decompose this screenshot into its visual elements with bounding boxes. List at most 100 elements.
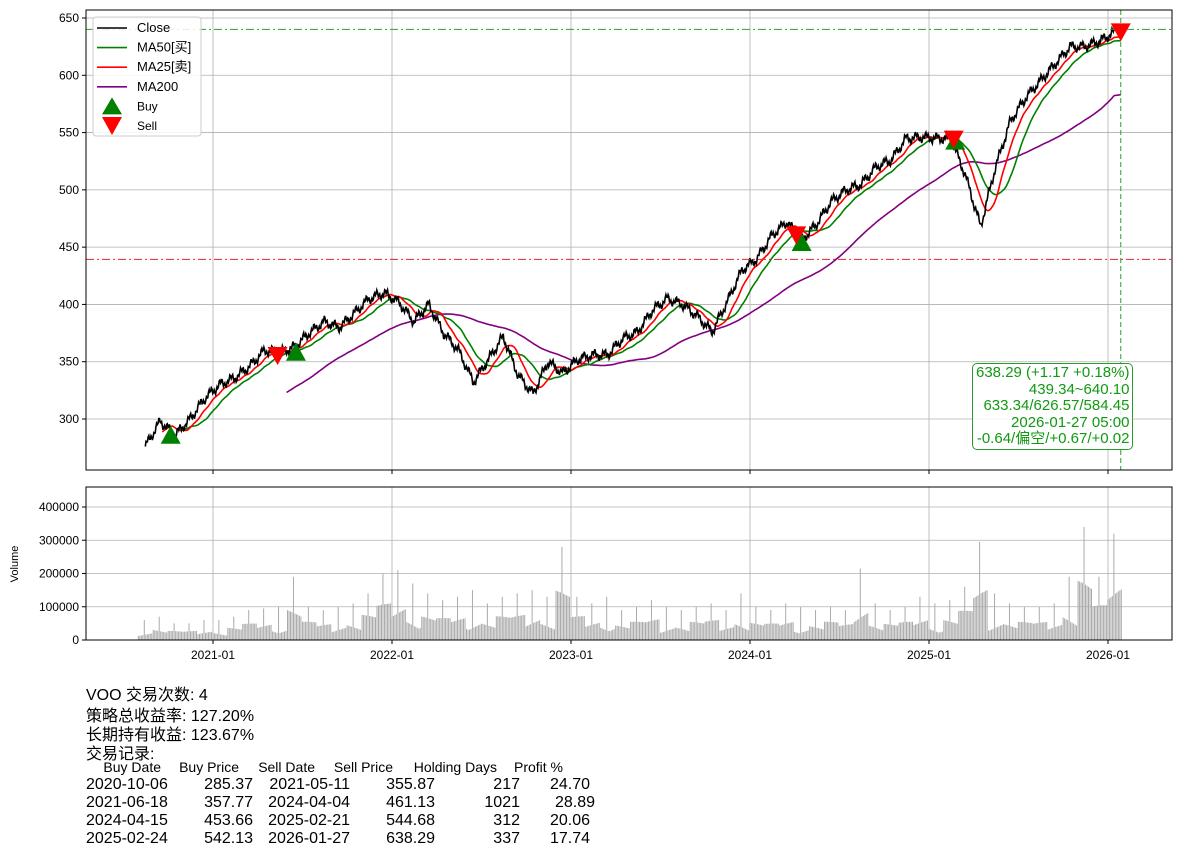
table-cell: 461.13 <box>386 794 435 811</box>
volume-bar <box>442 600 444 640</box>
volume-bar <box>801 632 803 640</box>
volume-bar <box>746 629 748 640</box>
volume-bar <box>658 619 660 640</box>
volume-bar <box>1035 623 1037 640</box>
volume-bar <box>822 629 824 640</box>
volume-bar <box>182 631 184 640</box>
volume-bar <box>1107 599 1109 640</box>
volume-bar <box>956 623 958 640</box>
volume-bar <box>476 626 478 640</box>
volume-bar <box>166 632 168 640</box>
volume-bar <box>897 625 899 640</box>
volume-bar <box>215 633 217 640</box>
volume-bar <box>345 627 347 640</box>
volume-bar <box>741 627 743 640</box>
volume-bar <box>1011 626 1013 640</box>
volume-bar <box>1005 624 1007 640</box>
volume-bar <box>671 629 673 640</box>
legend-label: MA200 <box>137 79 178 94</box>
volume-bar <box>697 622 699 640</box>
volume-bar <box>636 606 638 640</box>
volume-bar <box>143 620 145 640</box>
volume-bar <box>1014 627 1016 640</box>
volume-bar <box>949 600 951 640</box>
volume-bar <box>980 593 982 640</box>
volume-bar <box>974 597 976 640</box>
volume-bar <box>968 610 970 640</box>
volume-bar <box>958 610 960 640</box>
volume-bar <box>500 616 502 640</box>
volume-bar <box>286 610 288 640</box>
table-cell: 2025-02-24 <box>86 830 168 847</box>
volume-bar <box>369 616 371 640</box>
volume-bar <box>576 596 578 640</box>
volume-bar <box>528 624 530 640</box>
volume-bar <box>586 626 588 640</box>
volume-bar <box>953 622 955 640</box>
volume-bar <box>1059 625 1061 640</box>
volume-axis-label: Volume <box>9 546 21 583</box>
volume-bar <box>655 619 657 640</box>
volume-bar <box>819 628 821 640</box>
volume-bar <box>794 631 796 640</box>
volume-bar <box>298 615 300 640</box>
volume-bar <box>228 628 230 640</box>
volume-bar <box>1058 626 1060 640</box>
volume-bar <box>664 631 666 640</box>
volume-bar <box>929 629 931 640</box>
volume-bar <box>1104 605 1106 640</box>
volume-bar <box>816 627 818 640</box>
volume-bar <box>295 614 297 640</box>
volume-bar <box>735 625 737 640</box>
volume-bar <box>266 625 268 640</box>
volume-bar <box>464 618 466 640</box>
volume-bar <box>383 604 385 640</box>
volume-bar <box>765 623 767 640</box>
volume-bar <box>1056 626 1058 640</box>
volume-bar <box>245 623 247 640</box>
volume-bar <box>643 622 645 640</box>
volume-bar <box>597 623 599 640</box>
volume-bar <box>351 626 353 640</box>
volume-bar <box>521 615 523 640</box>
volume-bar <box>665 606 667 640</box>
volume-bar <box>354 627 356 640</box>
volume-bar <box>497 616 499 640</box>
volume-bar <box>1110 597 1112 640</box>
volume-bar <box>546 596 548 640</box>
volume-bar <box>331 632 333 640</box>
volume-bar <box>412 583 414 640</box>
table-cell: 638.29 <box>386 830 435 847</box>
strategy-return: 策略总收益率: 127.20% <box>86 708 255 725</box>
volume-bar <box>530 624 532 640</box>
table-cell: 285.37 <box>204 776 253 793</box>
legend-label: MA50[买] <box>137 40 191 55</box>
volume-bar <box>639 621 641 640</box>
volume-bar <box>418 628 420 640</box>
volume-bar <box>388 603 390 640</box>
volume-bar <box>155 630 157 640</box>
volume-bar <box>1102 605 1104 640</box>
volume-bar <box>964 586 966 640</box>
volume-bar <box>892 625 894 640</box>
legend-label: Buy <box>137 99 158 113</box>
y-tick-label: 600 <box>59 68 79 82</box>
volume-bar <box>755 606 757 640</box>
volume-bar <box>752 623 754 640</box>
volume-bar <box>661 632 663 640</box>
volume-bar <box>1049 628 1051 640</box>
volume-bar <box>703 623 705 640</box>
volume-bar <box>573 616 575 640</box>
volume-bar <box>1023 606 1025 640</box>
volume-bar <box>1085 584 1087 640</box>
volume-bar <box>698 622 700 640</box>
volume-bar <box>246 623 248 640</box>
volume-bar <box>1016 628 1018 640</box>
volume-bar <box>858 618 860 640</box>
legend-label: MA25[卖] <box>137 59 191 74</box>
volume-bar <box>519 615 521 640</box>
volume-bar <box>327 624 329 640</box>
volume-bar <box>539 620 541 640</box>
volume-bar <box>328 624 330 640</box>
volume-bar <box>325 624 327 640</box>
